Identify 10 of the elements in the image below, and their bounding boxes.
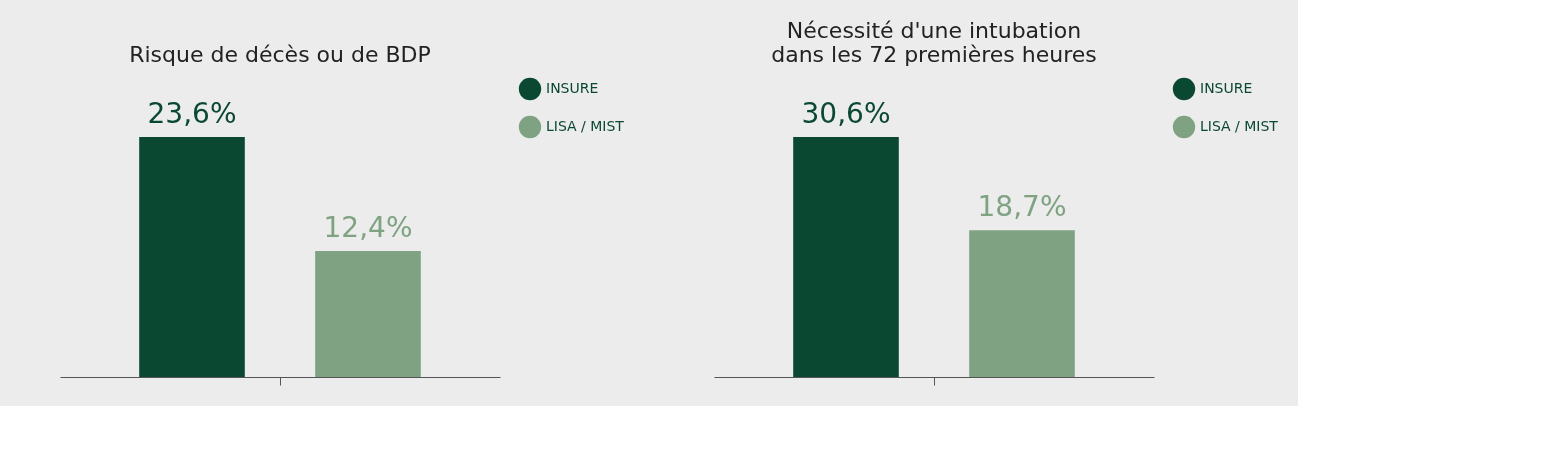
chart-title: Risque de décès ou de BDP	[129, 42, 431, 67]
data-label: 30,6%	[801, 97, 891, 130]
data-label: 23,6%	[147, 97, 237, 130]
chart-title: Nécessité d'une intubation dans les 72 premières heures	[771, 18, 1097, 67]
legend-label: LISA / MIST	[546, 118, 625, 134]
data-label: 18,7%	[977, 190, 1067, 224]
legend-label: INSURE	[1200, 80, 1253, 96]
legend-label: INSURE	[546, 80, 599, 96]
data-label: 12,4%	[323, 210, 413, 244]
legend-label: LISA / MIST	[1200, 118, 1279, 134]
